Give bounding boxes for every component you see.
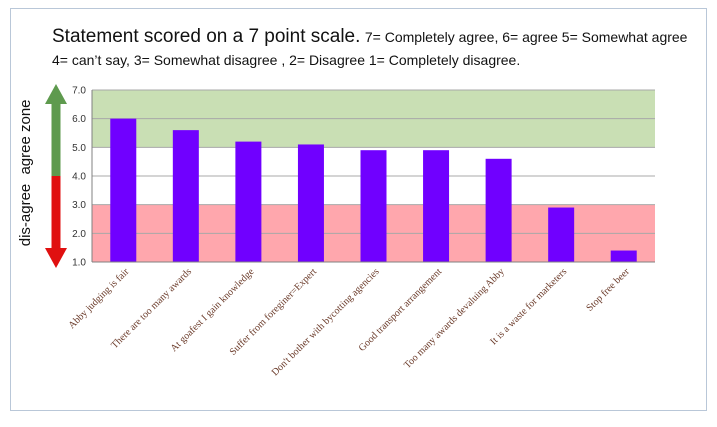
agree-zone-label: agree zone	[17, 99, 34, 174]
chart-title: Statement scored on a 7 point scale.	[52, 26, 361, 47]
bar	[485, 158, 512, 262]
bar	[110, 118, 137, 263]
disagree-zone-label: dis-agree	[17, 184, 34, 247]
disagree-arrowhead	[45, 248, 67, 268]
chart-subtitle: 7= Completely agree, 6= agree 5= Somewha…	[52, 29, 688, 68]
disagree-arrow-shaft	[51, 176, 61, 250]
y-tick-label: 7.0	[72, 86, 86, 97]
agree-arrowhead	[45, 84, 67, 104]
y-tick-label: 5.0	[72, 143, 86, 154]
y-tick-label: 4.0	[72, 172, 86, 183]
bar	[235, 141, 262, 262]
bar	[297, 144, 324, 262]
y-tick-label: 3.0	[72, 200, 86, 211]
agree-arrow-shaft	[51, 102, 61, 176]
y-tick-label: 2.0	[72, 229, 86, 240]
bar	[360, 150, 387, 262]
bar	[610, 250, 637, 262]
bar	[423, 150, 450, 262]
agree-disagree-arrow: agree zone dis-agree	[17, 84, 67, 268]
chart-title-block: Statement scored on a 7 point scale. 7= …	[52, 26, 692, 72]
x-tick-label: Don't bother with bycotting agencies	[270, 266, 382, 378]
x-tick-label: Abby judging is fair	[66, 266, 131, 331]
y-tick-labels: 1.0 2.0 3.0 4.0 5.0 6.0 7.0	[72, 86, 86, 269]
bar	[548, 207, 575, 262]
bars	[110, 118, 637, 263]
x-tick-label: Stop free beer	[584, 266, 632, 314]
y-tick-label: 6.0	[72, 114, 86, 125]
axes	[91, 90, 655, 263]
x-tick-label: Too many awards devaluing Abby	[402, 266, 507, 371]
y-tick-label: 1.0	[72, 258, 86, 269]
bar	[172, 130, 199, 262]
